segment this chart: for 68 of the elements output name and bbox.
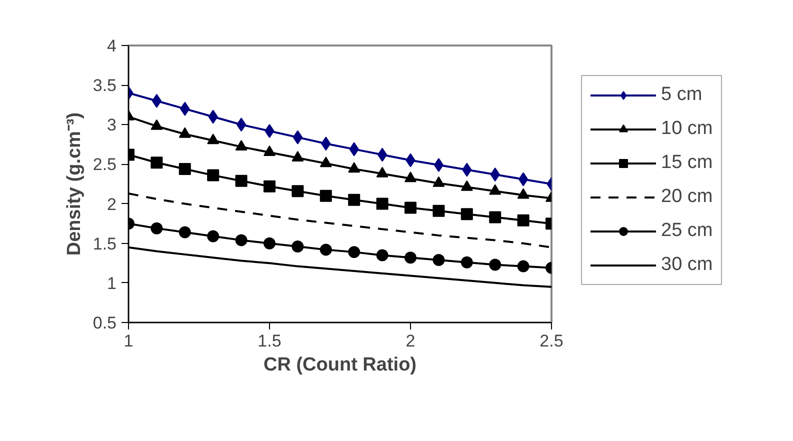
point — [235, 174, 248, 187]
y-tick-label: 3 — [107, 116, 117, 135]
point — [432, 176, 445, 187]
y-tick-label: 3.5 — [92, 76, 117, 96]
point — [460, 180, 473, 191]
point — [348, 194, 360, 206]
legend-label: 10 cm — [661, 118, 713, 140]
point — [517, 214, 530, 226]
point — [404, 172, 416, 182]
y-tick-label: 1.5 — [92, 234, 117, 254]
x-tick-label: 2.5 — [540, 332, 564, 350]
point — [489, 184, 502, 195]
point — [207, 134, 220, 144]
point — [517, 260, 530, 272]
point — [489, 211, 502, 224]
y-tick-label: 2 — [107, 194, 117, 214]
point — [348, 162, 360, 173]
point — [518, 172, 528, 186]
point — [460, 256, 473, 268]
point — [235, 234, 248, 246]
point — [178, 226, 191, 238]
point — [207, 169, 220, 182]
x-tick-label: 1 — [124, 332, 134, 350]
point — [292, 151, 304, 162]
point — [432, 254, 445, 266]
x-axis-title: CR (Count Ratio) — [263, 354, 417, 376]
point — [320, 190, 332, 202]
point — [404, 252, 416, 264]
point — [376, 166, 388, 178]
point — [348, 246, 360, 258]
point — [292, 130, 303, 144]
y-tick-label: 2.5 — [92, 155, 117, 174]
x-tick-label: 1.5 — [258, 332, 282, 350]
y-tick-label: 4 — [107, 36, 117, 56]
point — [235, 140, 248, 150]
point — [150, 119, 163, 130]
point — [434, 158, 444, 172]
point — [152, 94, 162, 108]
legend-label: 30 cm — [661, 254, 713, 276]
y-tick-label: 1 — [107, 274, 117, 293]
point — [320, 156, 332, 168]
point — [292, 240, 304, 253]
point — [377, 148, 388, 162]
point — [207, 230, 220, 242]
point — [517, 188, 530, 199]
legend-label: 15 cm — [661, 152, 713, 174]
legend-label: 5 cm — [661, 84, 702, 106]
point — [320, 244, 332, 256]
point — [376, 249, 388, 262]
legend-label: 25 cm — [661, 220, 713, 242]
point — [264, 237, 276, 250]
point — [489, 258, 502, 271]
point — [376, 198, 388, 210]
x-tick-label: 2 — [406, 332, 416, 350]
point — [404, 202, 416, 214]
y-tick-label: 0.5 — [92, 314, 117, 332]
point — [178, 162, 191, 175]
point — [460, 208, 473, 220]
y-axis-title: Density (g.cm⁻³) — [64, 112, 85, 256]
point — [150, 156, 163, 169]
point — [264, 180, 276, 192]
point — [178, 127, 191, 138]
point — [150, 222, 163, 234]
point — [432, 204, 445, 217]
point — [236, 118, 246, 132]
point — [292, 185, 304, 198]
legend-label: 20 cm — [661, 186, 713, 208]
point — [264, 145, 276, 156]
